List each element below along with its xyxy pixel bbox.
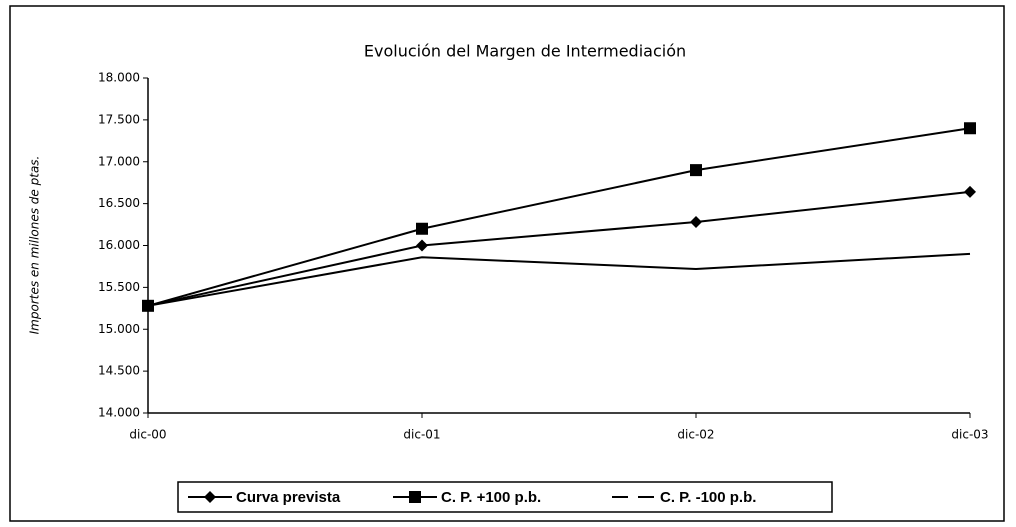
legend-label: C. P. +100 p.b. bbox=[441, 489, 541, 506]
y-tick-label: 15.000 bbox=[98, 322, 140, 336]
point-marker bbox=[416, 222, 428, 235]
frame bbox=[9, 5, 1005, 522]
point-marker bbox=[204, 491, 216, 503]
y-tick-label: 14.500 bbox=[98, 364, 140, 378]
legend-label: Curva prevista bbox=[236, 489, 341, 506]
x-tick-label: dic-01 bbox=[403, 428, 440, 442]
point-marker bbox=[964, 185, 976, 198]
y-tick-label: 17.000 bbox=[98, 154, 140, 168]
x-tick-label: dic-03 bbox=[951, 428, 988, 442]
y-tick-label: 15.500 bbox=[98, 280, 140, 294]
point-marker bbox=[964, 122, 976, 135]
y-tick-label: 14.000 bbox=[98, 406, 140, 420]
y-tick-label: 16.000 bbox=[98, 238, 140, 252]
series-line bbox=[147, 190, 971, 307]
chart-title: Evolución del Margen de Intermediación bbox=[364, 42, 686, 61]
legend-box bbox=[177, 481, 833, 513]
x-tick-label: dic-00 bbox=[129, 428, 166, 442]
y-tick-label: 16.500 bbox=[98, 196, 140, 210]
series-line bbox=[147, 252, 971, 307]
legend-label: C. P. -100 p.b. bbox=[660, 489, 756, 506]
point-marker bbox=[409, 491, 421, 503]
point-marker bbox=[416, 239, 428, 252]
x-tick-label: dic-02 bbox=[677, 428, 714, 442]
y-tick-label: 18.000 bbox=[98, 71, 140, 85]
y-tick-label: 17.500 bbox=[98, 112, 140, 126]
y-axis-label: Importes en millones de ptas. bbox=[28, 156, 42, 335]
series-line bbox=[147, 127, 971, 307]
point-marker bbox=[690, 164, 702, 177]
point-marker bbox=[690, 216, 702, 229]
